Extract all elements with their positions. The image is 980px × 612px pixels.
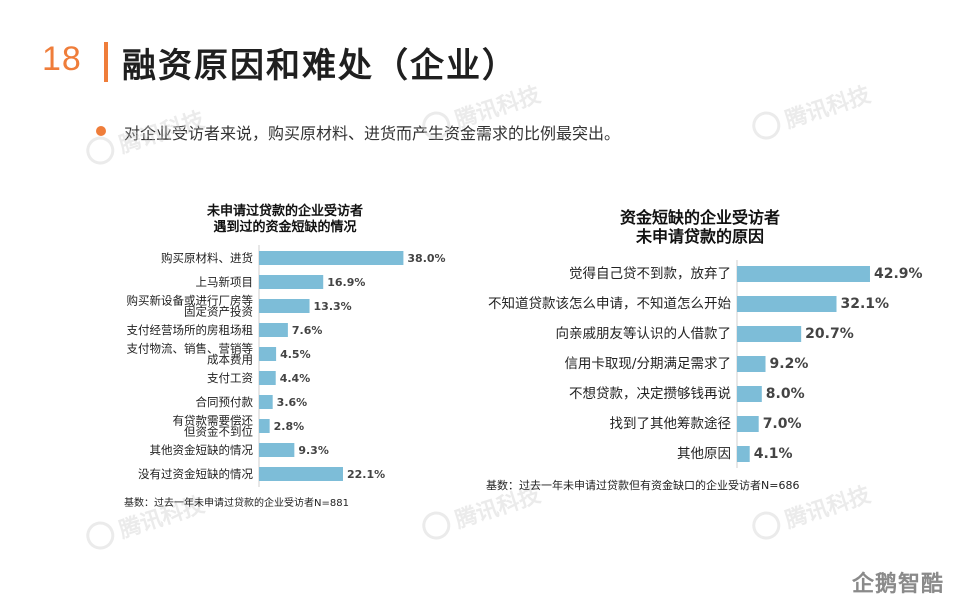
left-chart-category-label: 没有过资金短缺的情况 (138, 467, 253, 481)
left-chart-footnote: 基数：过去一年未申请过贷款的企业受访者N=881 (124, 498, 349, 509)
left-chart-value-label: 13.3% (314, 300, 352, 313)
left-chart-value-label: 16.9% (327, 276, 365, 289)
left-chart-bar (259, 299, 310, 313)
right-chart-category-label: 信用卡取现/分期满足需求了 (564, 356, 731, 372)
left-chart-bar (259, 419, 270, 433)
right-chart-bar (737, 446, 750, 462)
slide-number: 18 (42, 40, 82, 78)
left-chart-title-line: 遇到过的资金短缺的情况 (213, 219, 357, 235)
left-chart-category-label: 购买原材料、进货 (161, 251, 253, 265)
left-chart-value-label: 4.4% (280, 372, 311, 385)
left-chart-bar (259, 395, 273, 409)
right-chart-value-label: 8.0% (766, 386, 805, 402)
right-chart-bar (737, 266, 870, 282)
title-divider (104, 42, 108, 82)
left-chart-bar (259, 251, 404, 265)
left-chart-value-label: 2.8% (274, 420, 305, 433)
right-chart-footnote: 基数：过去一年未申请过贷款但有资金缺口的企业受访者N=686 (486, 479, 800, 492)
right-chart-bar (737, 386, 762, 402)
right-chart-bar (737, 326, 802, 342)
right-chart-category-label: 找到了其他筹款途径 (610, 415, 732, 432)
right-chart-value-label: 7.0% (763, 416, 802, 432)
right-chart-value-label: 4.1% (754, 446, 793, 462)
left-chart-title-line: 未申请过贷款的企业受访者 (206, 204, 363, 219)
right-chart-value-label: 9.2% (770, 356, 809, 372)
right-chart-bar (737, 416, 759, 432)
left-chart-category-label: 合同预付款 (196, 395, 254, 409)
left-chart-value-label: 7.6% (292, 324, 323, 337)
right-chart-bar (737, 296, 837, 312)
left-chart-category-label: 支付物流、销售、营销等成本费用 (127, 342, 254, 367)
brand-logo: 企鹅智酷 (851, 572, 944, 597)
left-chart-value-label: 22.1% (347, 468, 385, 481)
left-chart-value-label: 4.5% (280, 348, 311, 361)
left-chart-category-label: 支付工资 (207, 371, 253, 385)
left-chart-category-label: 上马新项目 (196, 275, 254, 289)
left-chart-category-label: 购买新设备或进行厂房等固定资产投资 (127, 294, 254, 319)
right-chart-title: 资金短缺的企业受访者 未申请贷款的原因 (560, 208, 840, 246)
left-chart-title: 未申请过贷款的企业受访者 遇到过的资金短缺的情况 (150, 204, 420, 235)
right-chart-title-line: 资金短缺的企业受访者 (619, 208, 780, 227)
left-chart-value-label: 3.6% (277, 396, 308, 409)
page-title: 融资原因和难处（企业） (122, 46, 518, 86)
left-chart-bar (259, 371, 276, 385)
right-chart-title-line: 未申请贷款的原因 (635, 227, 764, 247)
right-chart-bar (737, 356, 766, 372)
left-chart-bar (259, 275, 324, 289)
right-chart-value-label: 20.7% (805, 326, 854, 342)
left-chart-category-label: 其他资金短缺的情况 (150, 443, 254, 457)
left-chart-value-label: 9.3% (298, 444, 329, 457)
right-chart-category-label: 向亲戚朋友等认识的人借款了 (556, 325, 732, 342)
right-chart-category-label: 觉得自己贷不到款，放弃了 (569, 265, 731, 282)
left-chart-bar (259, 467, 343, 481)
right-chart-category-label: 不知道贷款该怎么申请，不知道怎么开始 (488, 295, 731, 312)
bullet-icon (96, 126, 106, 136)
right-chart-category-label: 其他原因 (677, 446, 731, 462)
right-chart-value-label: 32.1% (841, 296, 890, 312)
left-chart-category-label: 有贷款需要偿还但资金不到位 (173, 414, 254, 439)
left-chart-bar (259, 443, 295, 457)
subtitle: 对企业受访者来说，购买原材料、进货而产生资金需求的比例最突出。 (124, 124, 621, 143)
left-chart-value-label: 38.0% (407, 252, 445, 265)
right-chart-category-label: 不想贷款，决定攒够钱再说 (569, 386, 731, 402)
left-chart-bar (259, 323, 288, 337)
right-chart-value-label: 42.9% (874, 266, 923, 282)
left-chart-category-label: 支付经营场所的房租场租 (127, 323, 254, 337)
left-chart-bar (259, 347, 277, 361)
